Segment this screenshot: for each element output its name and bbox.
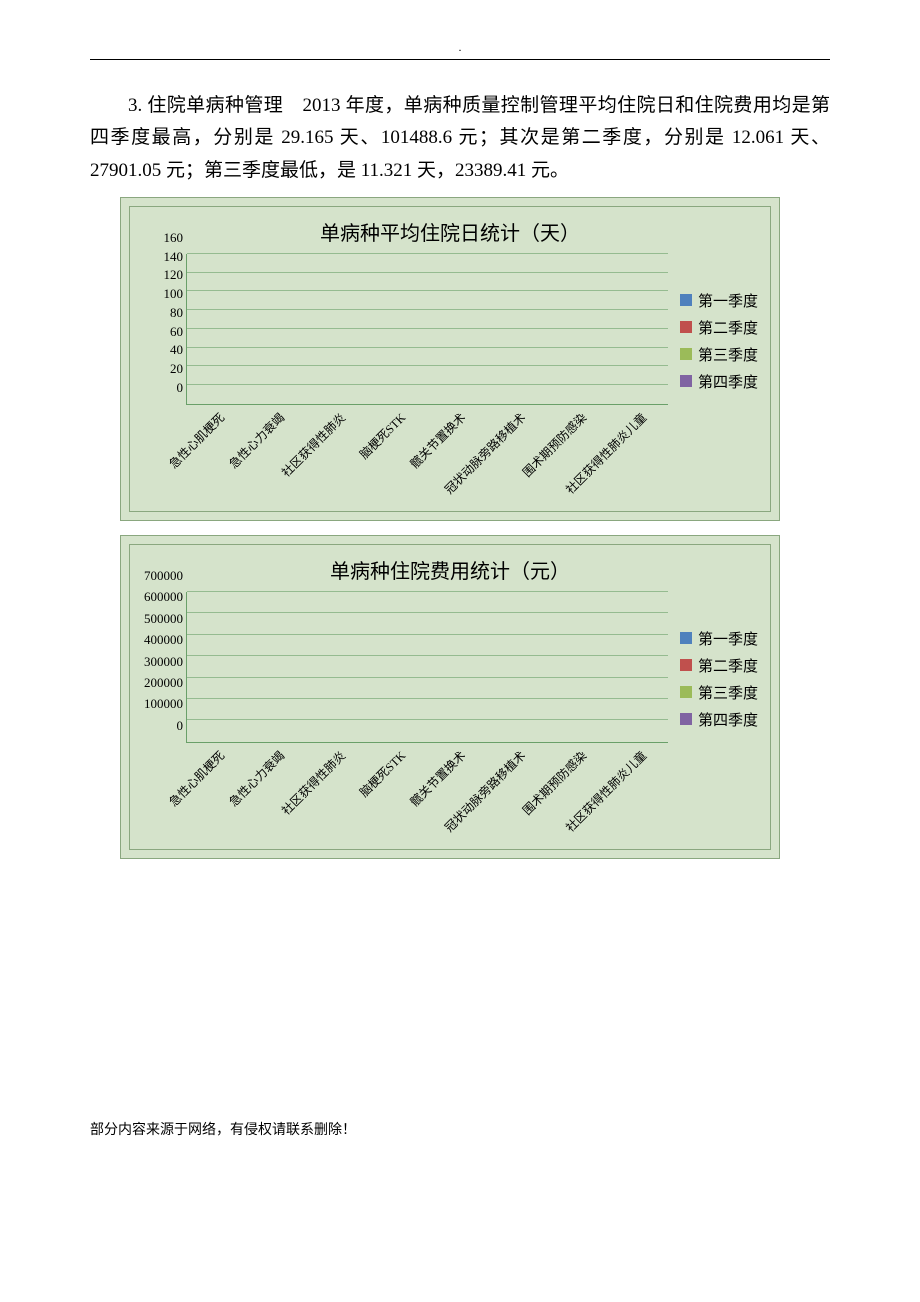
legend-swatch: [680, 294, 692, 306]
legend-swatch: [680, 659, 692, 671]
legend-label: 第四季度: [698, 709, 758, 730]
legend-label: 第一季度: [698, 290, 758, 311]
y-tick-label: 100: [139, 286, 183, 302]
chart-1-body: 020406080100120140160 急性心肌梗死急性心力衰竭社区获得性肺…: [136, 254, 764, 505]
y-tick-label: 0: [139, 380, 183, 396]
legend-item: 第二季度: [680, 317, 758, 338]
legend-item: 第二季度: [680, 655, 758, 676]
legend-swatch: [680, 348, 692, 360]
x-tick-label: 脑梗死STK: [355, 409, 409, 463]
y-tick-label: 400000: [139, 632, 183, 648]
y-tick-label: 0: [139, 718, 183, 734]
chart-2-plot-wrap: 0100000200000300000400000500000600000700…: [136, 592, 674, 843]
legend-label: 第一季度: [698, 628, 758, 649]
legend-item: 第一季度: [680, 290, 758, 311]
y-tick-label: 160: [139, 230, 183, 246]
y-tick-label: 200000: [139, 675, 183, 691]
x-tick-label: 脑梗死STK: [355, 747, 409, 801]
x-tick-label: 急性心肌梗死: [165, 747, 228, 810]
legend-swatch: [680, 686, 692, 698]
chart-1-legend: 第一季度第二季度第三季度第四季度: [674, 254, 764, 398]
y-tick-label: 40: [139, 342, 183, 358]
chart-2-plot-area: 0100000200000300000400000500000600000700…: [186, 592, 668, 743]
header-dot: .: [90, 40, 830, 55]
legend-label: 第三季度: [698, 344, 758, 365]
chart-2-legend: 第一季度第二季度第三季度第四季度: [674, 592, 764, 736]
legend-item: 第四季度: [680, 709, 758, 730]
legend-label: 第二季度: [698, 317, 758, 338]
chart-1-inner: 单病种平均住院日统计（天） 020406080100120140160 急性心肌…: [129, 206, 771, 512]
legend-swatch: [680, 321, 692, 333]
legend-label: 第二季度: [698, 655, 758, 676]
x-tick-label: 髋关节置换术: [406, 409, 469, 472]
bars-row: [187, 592, 668, 742]
chart-2-title: 单病种住院费用统计（元）: [136, 555, 764, 584]
legend-item: 第三季度: [680, 682, 758, 703]
y-tick-label: 300000: [139, 654, 183, 670]
legend-item: 第四季度: [680, 371, 758, 392]
legend-label: 第四季度: [698, 371, 758, 392]
y-tick-label: 700000: [139, 568, 183, 584]
legend-swatch: [680, 713, 692, 725]
y-tick-label: 100000: [139, 696, 183, 712]
chart-2-container: 单病种住院费用统计（元） 010000020000030000040000050…: [120, 535, 780, 859]
x-tick-label: 急性心力衰竭: [225, 747, 288, 810]
y-tick-label: 120: [139, 267, 183, 283]
chart-1-title: 单病种平均住院日统计（天）: [136, 217, 764, 246]
body-paragraph: 3. 住院单病种管理 2013 年度，单病种质量控制管理平均住院日和住院费用均是…: [90, 90, 830, 187]
bars-row: [187, 254, 668, 404]
legend-swatch: [680, 375, 692, 387]
y-tick-label: 20: [139, 361, 183, 377]
document-page: . 3. 住院单病种管理 2013 年度，单病种质量控制管理平均住院日和住院费用…: [0, 0, 920, 1179]
footer-note: 部分内容来源于网络，有侵权请联系删除！: [90, 1119, 830, 1139]
chart-2-body: 0100000200000300000400000500000600000700…: [136, 592, 764, 843]
y-tick-label: 60: [139, 324, 183, 340]
legend-swatch: [680, 632, 692, 644]
chart-1-container: 单病种平均住院日统计（天） 020406080100120140160 急性心肌…: [120, 197, 780, 521]
chart-1-plot-area: 020406080100120140160: [186, 254, 668, 405]
legend-item: 第一季度: [680, 628, 758, 649]
chart-2-inner: 单病种住院费用统计（元） 010000020000030000040000050…: [129, 544, 771, 850]
y-tick-label: 140: [139, 249, 183, 265]
chart-2-xlabels: 急性心肌梗死急性心力衰竭社区获得性肺炎脑梗死STK髋关节置换术冠状动脉旁路移植术…: [186, 743, 668, 843]
y-tick-label: 600000: [139, 589, 183, 605]
chart-1-plot-wrap: 020406080100120140160 急性心肌梗死急性心力衰竭社区获得性肺…: [136, 254, 674, 505]
header-rule: [90, 59, 830, 60]
legend-item: 第三季度: [680, 344, 758, 365]
y-tick-label: 80: [139, 305, 183, 321]
x-tick-label: 社区获得性肺炎: [277, 747, 348, 818]
legend-label: 第三季度: [698, 682, 758, 703]
x-tick-label: 髋关节置换术: [406, 747, 469, 810]
x-tick-label: 急性心肌梗死: [165, 409, 228, 472]
y-tick-label: 500000: [139, 611, 183, 627]
x-tick-label: 急性心力衰竭: [225, 409, 288, 472]
x-tick-label: 社区获得性肺炎: [277, 409, 348, 480]
chart-1-xlabels: 急性心肌梗死急性心力衰竭社区获得性肺炎脑梗死STK髋关节置换术冠状动脉旁路移植术…: [186, 405, 668, 505]
